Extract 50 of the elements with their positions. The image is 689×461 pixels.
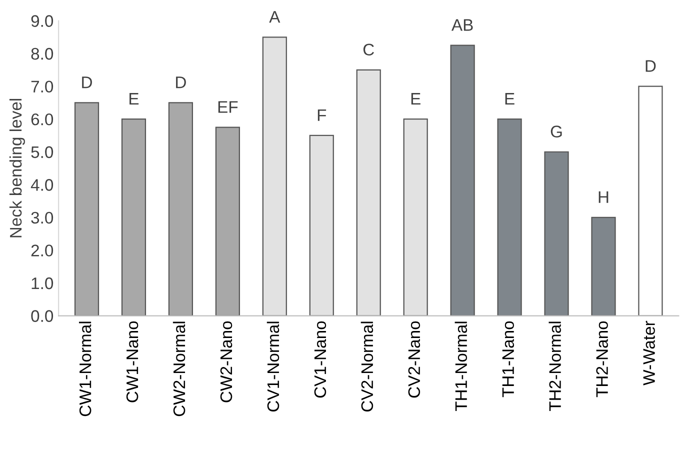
bar xyxy=(450,44,475,316)
y-tick-label: 0.0 xyxy=(31,310,54,322)
annotation: A xyxy=(269,11,280,23)
bar xyxy=(497,118,522,316)
bar xyxy=(168,102,194,316)
x-tick-label: CW2-Nano xyxy=(220,321,232,402)
bar xyxy=(121,118,146,316)
x-tick-label: CW2-Normal xyxy=(172,322,186,416)
x-tick-label: TH2-Normal xyxy=(548,322,561,412)
annotation: C xyxy=(363,44,374,56)
annotation: E xyxy=(411,93,420,105)
x-tick-label: TH1-Nano xyxy=(502,321,514,398)
annotation: D xyxy=(646,60,656,72)
x-tick-label: CW1-Nano xyxy=(126,321,138,402)
bar xyxy=(403,118,428,316)
bar xyxy=(356,69,381,316)
x-tick-label: TH1-Normal xyxy=(454,322,468,412)
y-tick-label: 2.0 xyxy=(31,244,54,256)
y-tick-label: 8.0 xyxy=(31,48,54,60)
y-axis-title: Neck bending level xyxy=(9,98,25,238)
y-tick-label: 3.0 xyxy=(31,212,54,224)
annotation: G xyxy=(550,126,562,138)
annotation: EF xyxy=(218,101,238,113)
annotation: E xyxy=(505,93,514,105)
y-tick-label: 6.0 xyxy=(31,113,54,126)
annotation: F xyxy=(318,109,326,121)
x-tick-label: CW1-Normal xyxy=(78,322,92,416)
annotation: D xyxy=(176,76,186,88)
y-tick-label: 9.0 xyxy=(31,15,54,27)
x-tick-label: CV1-Nano xyxy=(314,321,326,398)
bar xyxy=(638,86,663,316)
bar xyxy=(74,102,100,316)
x-tick-label: TH2-Nano xyxy=(596,321,608,398)
y-tick-label: 4.0 xyxy=(30,179,54,191)
x-tick-label: CV2-Nano xyxy=(408,321,420,398)
x-tick-label: CV2-Normal xyxy=(360,322,374,412)
y-tick-label: 7.0 xyxy=(31,80,54,93)
annotation: H xyxy=(598,191,608,203)
annotation: AB xyxy=(451,19,473,31)
bar xyxy=(262,36,287,316)
bar xyxy=(215,126,240,316)
x-tick-label: CV1-Normal xyxy=(266,322,280,412)
bar xyxy=(544,151,569,316)
bar xyxy=(591,216,616,316)
annotation: D xyxy=(82,76,92,88)
x-tick-label: W-Water xyxy=(643,320,655,386)
annotation: E xyxy=(130,93,139,105)
bar xyxy=(309,134,334,316)
y-tick-label: 5.0 xyxy=(31,146,54,158)
y-tick-label: 1.0 xyxy=(32,277,54,290)
